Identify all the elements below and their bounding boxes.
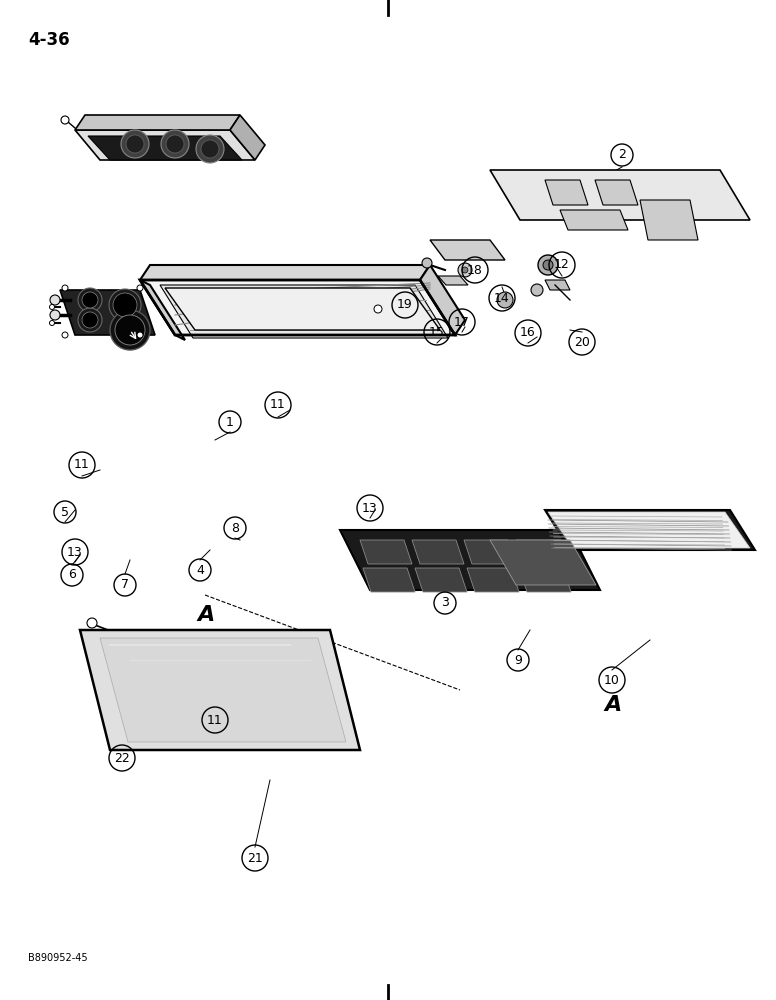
Circle shape <box>115 315 145 345</box>
Circle shape <box>126 135 144 153</box>
Polygon shape <box>412 540 464 564</box>
Text: 4: 4 <box>196 564 204 576</box>
Polygon shape <box>140 265 430 280</box>
Polygon shape <box>464 540 516 564</box>
Text: 3: 3 <box>441 596 449 609</box>
Polygon shape <box>420 265 465 335</box>
Circle shape <box>422 258 432 268</box>
Text: 20: 20 <box>574 336 590 349</box>
Circle shape <box>166 135 184 153</box>
Text: 11: 11 <box>270 398 286 412</box>
Circle shape <box>110 310 150 350</box>
Text: 1: 1 <box>226 416 234 428</box>
Circle shape <box>462 267 468 273</box>
Circle shape <box>61 116 69 124</box>
Polygon shape <box>140 280 455 335</box>
Circle shape <box>50 310 60 320</box>
Circle shape <box>543 260 553 270</box>
Text: 4-36: 4-36 <box>28 31 70 49</box>
Text: A: A <box>197 605 214 625</box>
Circle shape <box>82 312 98 328</box>
Polygon shape <box>88 136 242 160</box>
Circle shape <box>109 289 141 321</box>
Text: 22: 22 <box>114 752 130 764</box>
Circle shape <box>137 285 143 291</box>
Text: 17: 17 <box>454 316 470 328</box>
Polygon shape <box>490 540 596 585</box>
Circle shape <box>62 332 68 338</box>
Polygon shape <box>340 530 600 590</box>
Circle shape <box>82 292 98 308</box>
Polygon shape <box>140 280 185 340</box>
Text: 19: 19 <box>397 298 413 312</box>
Circle shape <box>50 320 54 326</box>
Text: B890952-45: B890952-45 <box>28 953 88 963</box>
Polygon shape <box>80 630 360 750</box>
Text: 8: 8 <box>231 522 239 534</box>
Text: 13: 13 <box>362 502 378 514</box>
Circle shape <box>113 293 137 317</box>
Circle shape <box>196 135 224 163</box>
Text: 6: 6 <box>68 568 76 582</box>
Circle shape <box>121 130 149 158</box>
Polygon shape <box>160 285 448 338</box>
Circle shape <box>201 140 219 158</box>
Polygon shape <box>438 276 468 285</box>
Text: 2: 2 <box>618 148 626 161</box>
Text: 11: 11 <box>207 714 223 726</box>
Circle shape <box>62 285 68 291</box>
Polygon shape <box>75 130 255 160</box>
Polygon shape <box>519 568 571 592</box>
Circle shape <box>78 308 102 332</box>
Circle shape <box>458 263 472 277</box>
Polygon shape <box>230 115 265 160</box>
Circle shape <box>87 618 97 628</box>
Polygon shape <box>560 210 628 230</box>
Polygon shape <box>545 280 570 290</box>
Circle shape <box>538 255 558 275</box>
Polygon shape <box>545 510 755 550</box>
Polygon shape <box>60 290 155 335</box>
Polygon shape <box>100 638 346 742</box>
Text: 18: 18 <box>467 263 483 276</box>
Text: 21: 21 <box>247 852 263 864</box>
Text: 15: 15 <box>429 326 445 338</box>
Circle shape <box>531 284 543 296</box>
Circle shape <box>161 130 189 158</box>
Polygon shape <box>360 540 412 564</box>
Circle shape <box>50 304 54 310</box>
Polygon shape <box>430 240 505 260</box>
Text: 10: 10 <box>604 674 620 686</box>
Text: 12: 12 <box>554 258 570 271</box>
Circle shape <box>374 305 382 313</box>
Text: 16: 16 <box>520 326 536 340</box>
Polygon shape <box>548 512 750 548</box>
Polygon shape <box>545 180 588 205</box>
Polygon shape <box>75 115 240 130</box>
Text: 7: 7 <box>121 578 129 591</box>
Text: 9: 9 <box>514 654 522 666</box>
Text: 5: 5 <box>61 506 69 518</box>
Circle shape <box>50 295 60 305</box>
Text: 14: 14 <box>494 292 510 304</box>
Polygon shape <box>165 288 440 330</box>
Polygon shape <box>467 568 519 592</box>
Polygon shape <box>640 200 698 240</box>
Polygon shape <box>415 568 467 592</box>
Circle shape <box>78 288 102 312</box>
Polygon shape <box>363 568 415 592</box>
Polygon shape <box>595 180 638 205</box>
Circle shape <box>137 332 143 338</box>
Text: 11: 11 <box>74 458 90 472</box>
Text: A: A <box>605 695 622 715</box>
Text: 13: 13 <box>68 546 83 558</box>
Circle shape <box>497 292 513 308</box>
Polygon shape <box>490 170 750 220</box>
Polygon shape <box>516 540 568 564</box>
